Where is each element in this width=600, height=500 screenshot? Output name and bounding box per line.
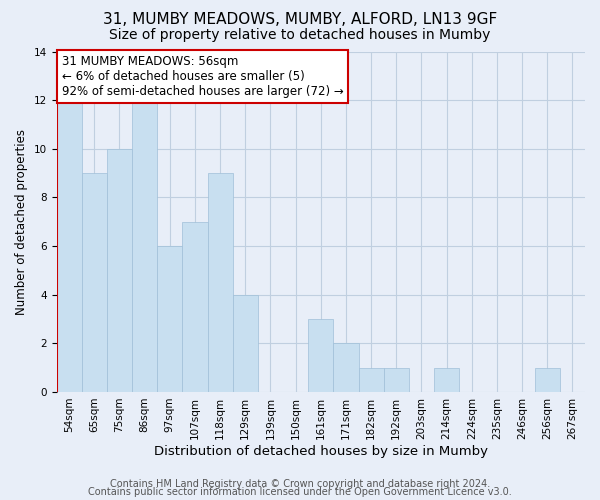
Bar [334,344,359,392]
Bar [82,173,107,392]
Bar [182,222,208,392]
Bar [233,294,258,392]
Text: 31, MUMBY MEADOWS, MUMBY, ALFORD, LN13 9GF: 31, MUMBY MEADOWS, MUMBY, ALFORD, LN13 9… [103,12,497,28]
Bar [359,368,383,392]
Bar [434,368,459,392]
Text: Size of property relative to detached houses in Mumby: Size of property relative to detached ho… [109,28,491,42]
Bar [383,368,409,392]
Y-axis label: Number of detached properties: Number of detached properties [15,128,28,314]
Text: 31 MUMBY MEADOWS: 56sqm
← 6% of detached houses are smaller (5)
92% of semi-deta: 31 MUMBY MEADOWS: 56sqm ← 6% of detached… [62,55,344,98]
Bar [535,368,560,392]
Bar [132,100,157,392]
Text: Contains public sector information licensed under the Open Government Licence v3: Contains public sector information licen… [88,487,512,497]
Bar [208,173,233,392]
Bar [56,100,82,392]
X-axis label: Distribution of detached houses by size in Mumby: Distribution of detached houses by size … [154,444,488,458]
Bar [107,149,132,392]
Text: Contains HM Land Registry data © Crown copyright and database right 2024.: Contains HM Land Registry data © Crown c… [110,479,490,489]
Bar [157,246,182,392]
Bar [308,319,334,392]
